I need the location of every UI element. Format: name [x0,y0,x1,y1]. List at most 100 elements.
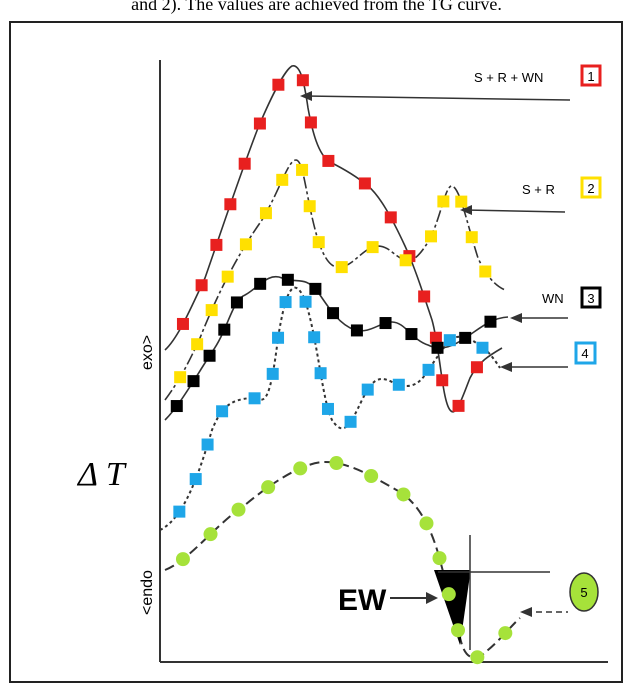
marker-series-1 [436,374,449,387]
marker-series-2 [312,236,325,249]
marker-series-5 [396,487,411,502]
marker-series-5 [329,456,344,471]
marker-series-1 [253,117,266,130]
marker-series-4 [266,367,279,380]
marker-series-2 [455,195,468,208]
marker-series-5 [203,527,218,542]
leader-arrow-5 [520,607,532,617]
y-axis-delta-label: Δ T [76,456,127,493]
marker-series-1 [429,331,442,344]
marker-series-3 [254,277,267,290]
marker-series-3 [379,317,392,330]
marker-series-4 [321,402,334,415]
marker-series-2 [399,254,412,267]
marker-series-4 [476,341,489,354]
marker-series-1 [304,116,317,129]
marker-series-3 [230,296,243,309]
marker-series-3 [405,328,418,341]
marker-series-2 [303,200,316,213]
legend-id-3: 3 [587,291,594,306]
marker-series-3 [218,323,231,336]
marker-series-2 [259,207,272,220]
marker-series-4 [344,415,357,428]
leader-arrow-1 [300,91,312,101]
ew-arrow-head [426,592,438,604]
marker-series-4 [216,405,229,418]
marker-series-3 [350,324,363,337]
marker-series-2 [174,371,187,384]
legend-id-4: 4 [581,346,588,361]
marker-series-4 [189,473,202,486]
marker-series-3 [309,282,322,295]
marker-series-3 [170,400,183,413]
marker-series-4 [314,367,327,380]
marker-series-4 [392,378,405,391]
marker-series-2 [366,241,379,254]
marker-series-4 [201,438,214,451]
marker-series-5 [261,480,276,495]
marker-series-1 [384,211,397,224]
marker-series-4 [299,295,312,308]
marker-series-5 [231,502,246,517]
marker-series-4 [173,505,186,518]
marker-series-5 [432,551,447,566]
chart-border [9,21,623,683]
marker-series-4 [422,363,435,376]
marker-series-2 [296,163,309,176]
legend-badge-1 [580,64,602,87]
ew-label: EW [338,584,387,617]
marker-series-5 [175,552,190,567]
marker-series-3 [281,273,294,286]
leader-line-2 [464,209,566,213]
marker-series-2 [479,265,492,278]
marker-series-3 [327,307,340,320]
figure-caption: and 2). The values are achieved from the… [131,0,502,14]
marker-series-1 [470,361,483,374]
curve-series-2 [164,159,506,401]
marker-series-3 [431,341,444,354]
marker-series-1 [418,290,431,303]
marker-series-5 [441,587,456,602]
marker-series-2 [425,230,438,243]
legend-id-2: 2 [587,181,594,196]
marker-series-2 [335,261,348,274]
marker-series-1 [358,177,371,190]
marker-series-1 [272,78,285,91]
marker-series-1 [238,157,251,170]
leader-arrow-4 [500,362,512,372]
marker-series-3 [187,375,200,388]
marker-series-1 [210,238,223,251]
legend-name-3: WN [542,291,564,306]
marker-series-1 [452,399,465,412]
y-axis-endo-label: <endo [139,570,156,615]
marker-series-4 [279,296,292,309]
legend-id-5: 5 [580,585,587,600]
marker-series-1 [322,154,335,167]
marker-series-4 [361,383,374,396]
marker-series-3 [484,315,497,328]
marker-series-3 [203,349,216,362]
marker-series-2 [437,195,450,208]
legend-badge-3 [580,286,602,309]
legend-id-1: 1 [587,69,594,84]
marker-series-2 [465,231,478,244]
marker-series-1 [176,317,189,330]
marker-series-5 [470,650,485,665]
curve-series-1 [164,65,503,413]
marker-series-1 [296,74,309,87]
marker-series-5 [419,516,434,531]
marker-series-2 [239,238,252,251]
leader-arrow-3 [510,313,522,323]
curve-series-5 [164,460,521,659]
marker-series-2 [191,338,204,351]
marker-series-5 [364,468,379,483]
marker-series-5 [451,623,466,638]
legend-badge-2 [580,176,602,199]
marker-series-4 [308,331,321,344]
marker-series-5 [498,626,513,641]
legend-badge-4 [574,341,597,365]
legend-name-2: S + R [522,182,555,197]
marker-series-5 [293,461,308,476]
marker-series-4 [248,392,261,405]
